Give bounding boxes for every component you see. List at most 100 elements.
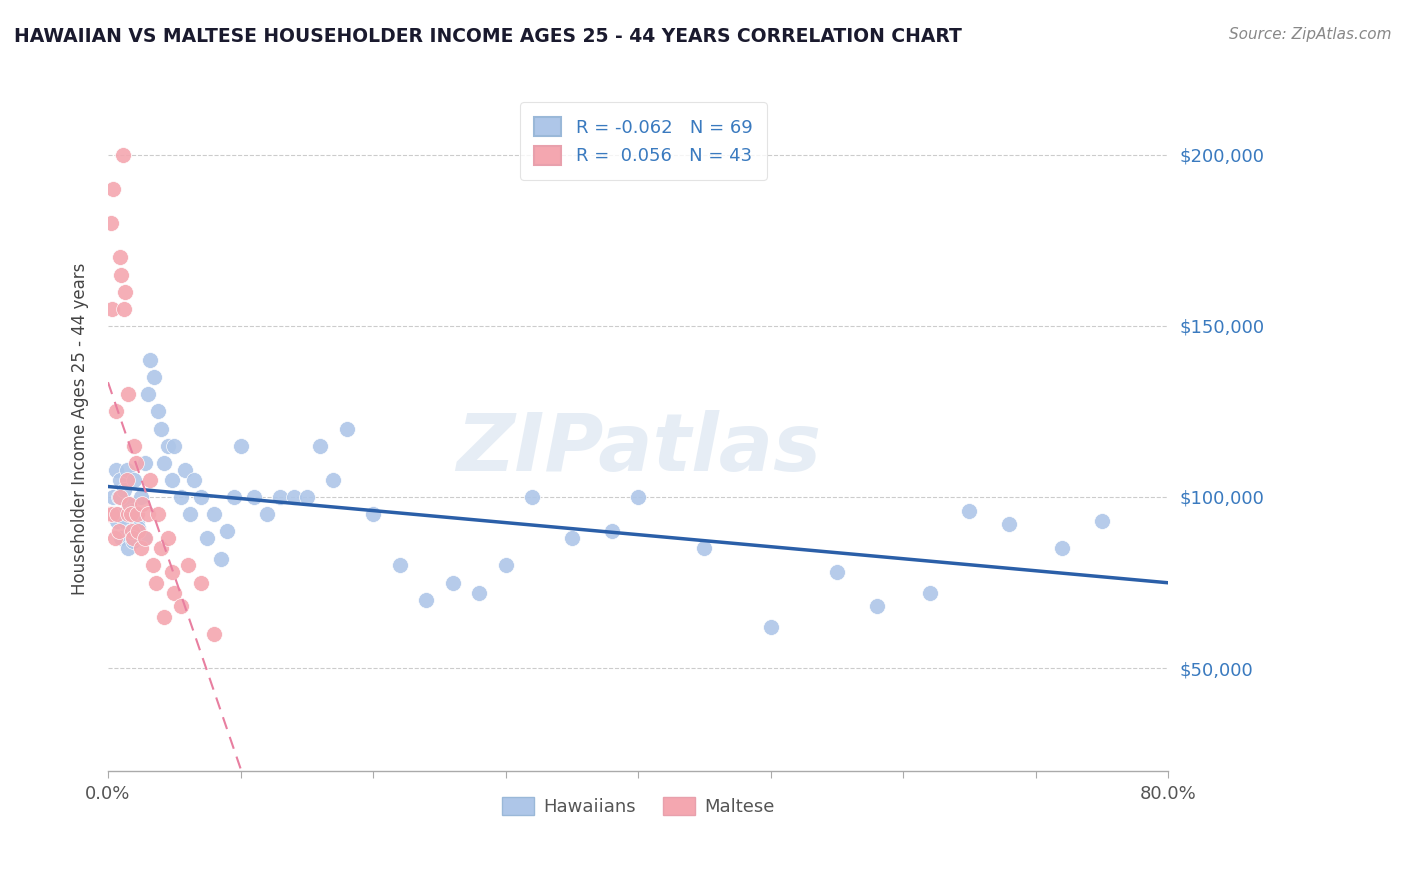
Point xyxy=(361,507,384,521)
Point xyxy=(197,531,219,545)
Point xyxy=(143,370,166,384)
Point xyxy=(957,503,980,517)
Point xyxy=(495,558,517,573)
Point xyxy=(309,439,332,453)
Point xyxy=(117,541,139,556)
Point xyxy=(108,490,131,504)
Point xyxy=(222,490,245,504)
Point xyxy=(134,531,156,545)
Point xyxy=(105,514,128,528)
Point xyxy=(134,456,156,470)
Point xyxy=(101,507,124,521)
Point xyxy=(520,490,543,504)
Point xyxy=(256,507,278,521)
Point xyxy=(122,531,145,545)
Point xyxy=(121,524,143,538)
Point xyxy=(152,609,174,624)
Point xyxy=(170,599,193,614)
Point xyxy=(441,575,464,590)
Point xyxy=(269,490,291,504)
Point xyxy=(112,483,135,497)
Point xyxy=(105,507,128,521)
Point xyxy=(163,439,186,453)
Point xyxy=(866,599,889,614)
Point xyxy=(145,575,167,590)
Point xyxy=(100,216,122,230)
Point xyxy=(825,566,848,580)
Point xyxy=(111,148,134,162)
Point xyxy=(242,490,264,504)
Point xyxy=(209,551,232,566)
Y-axis label: Householder Income Ages 25 - 44 years: Householder Income Ages 25 - 44 years xyxy=(72,262,89,595)
Point xyxy=(415,592,437,607)
Point xyxy=(115,473,138,487)
Point xyxy=(108,251,131,265)
Point xyxy=(170,490,193,504)
Point xyxy=(110,531,132,545)
Point xyxy=(156,439,179,453)
Point xyxy=(120,507,142,521)
Point xyxy=(111,507,134,521)
Point xyxy=(202,507,225,521)
Point xyxy=(129,490,152,504)
Point xyxy=(335,421,357,435)
Point xyxy=(295,490,318,504)
Point xyxy=(183,473,205,487)
Point xyxy=(229,439,252,453)
Point xyxy=(114,285,136,299)
Point xyxy=(160,473,183,487)
Point xyxy=(173,462,195,476)
Point xyxy=(150,421,173,435)
Point xyxy=(118,497,141,511)
Point xyxy=(156,531,179,545)
Point xyxy=(101,301,124,316)
Point xyxy=(132,531,155,545)
Point xyxy=(190,575,212,590)
Point xyxy=(160,566,183,580)
Legend: Hawaiians, Maltese: Hawaiians, Maltese xyxy=(495,789,782,823)
Point xyxy=(104,404,127,418)
Point xyxy=(217,524,239,538)
Text: ZIPatlas: ZIPatlas xyxy=(456,410,821,488)
Point xyxy=(124,473,146,487)
Point xyxy=(127,521,149,535)
Point xyxy=(98,507,121,521)
Text: Source: ZipAtlas.com: Source: ZipAtlas.com xyxy=(1229,27,1392,42)
Point xyxy=(122,534,145,549)
Point xyxy=(918,586,941,600)
Point xyxy=(388,558,411,573)
Point xyxy=(148,404,170,418)
Point xyxy=(117,507,139,521)
Point xyxy=(998,517,1021,532)
Point xyxy=(136,507,159,521)
Point xyxy=(127,514,149,528)
Point xyxy=(142,558,165,573)
Point xyxy=(104,531,127,545)
Point xyxy=(139,353,162,368)
Point xyxy=(600,524,623,538)
Point xyxy=(117,387,139,401)
Point xyxy=(129,541,152,556)
Point xyxy=(148,507,170,521)
Point xyxy=(627,490,650,504)
Point xyxy=(202,627,225,641)
Point xyxy=(114,514,136,528)
Point xyxy=(107,524,129,538)
Point xyxy=(124,439,146,453)
Point xyxy=(127,524,149,538)
Point xyxy=(127,507,149,521)
Point xyxy=(561,531,583,545)
Point xyxy=(108,473,131,487)
Point xyxy=(110,268,132,282)
Point xyxy=(118,497,141,511)
Point xyxy=(152,456,174,470)
Point xyxy=(121,503,143,517)
Point xyxy=(107,490,129,504)
Point xyxy=(693,541,716,556)
Text: HAWAIIAN VS MALTESE HOUSEHOLDER INCOME AGES 25 - 44 YEARS CORRELATION CHART: HAWAIIAN VS MALTESE HOUSEHOLDER INCOME A… xyxy=(14,27,962,45)
Point xyxy=(1091,514,1114,528)
Point xyxy=(120,524,142,538)
Point xyxy=(104,462,127,476)
Point xyxy=(468,586,491,600)
Point xyxy=(322,473,344,487)
